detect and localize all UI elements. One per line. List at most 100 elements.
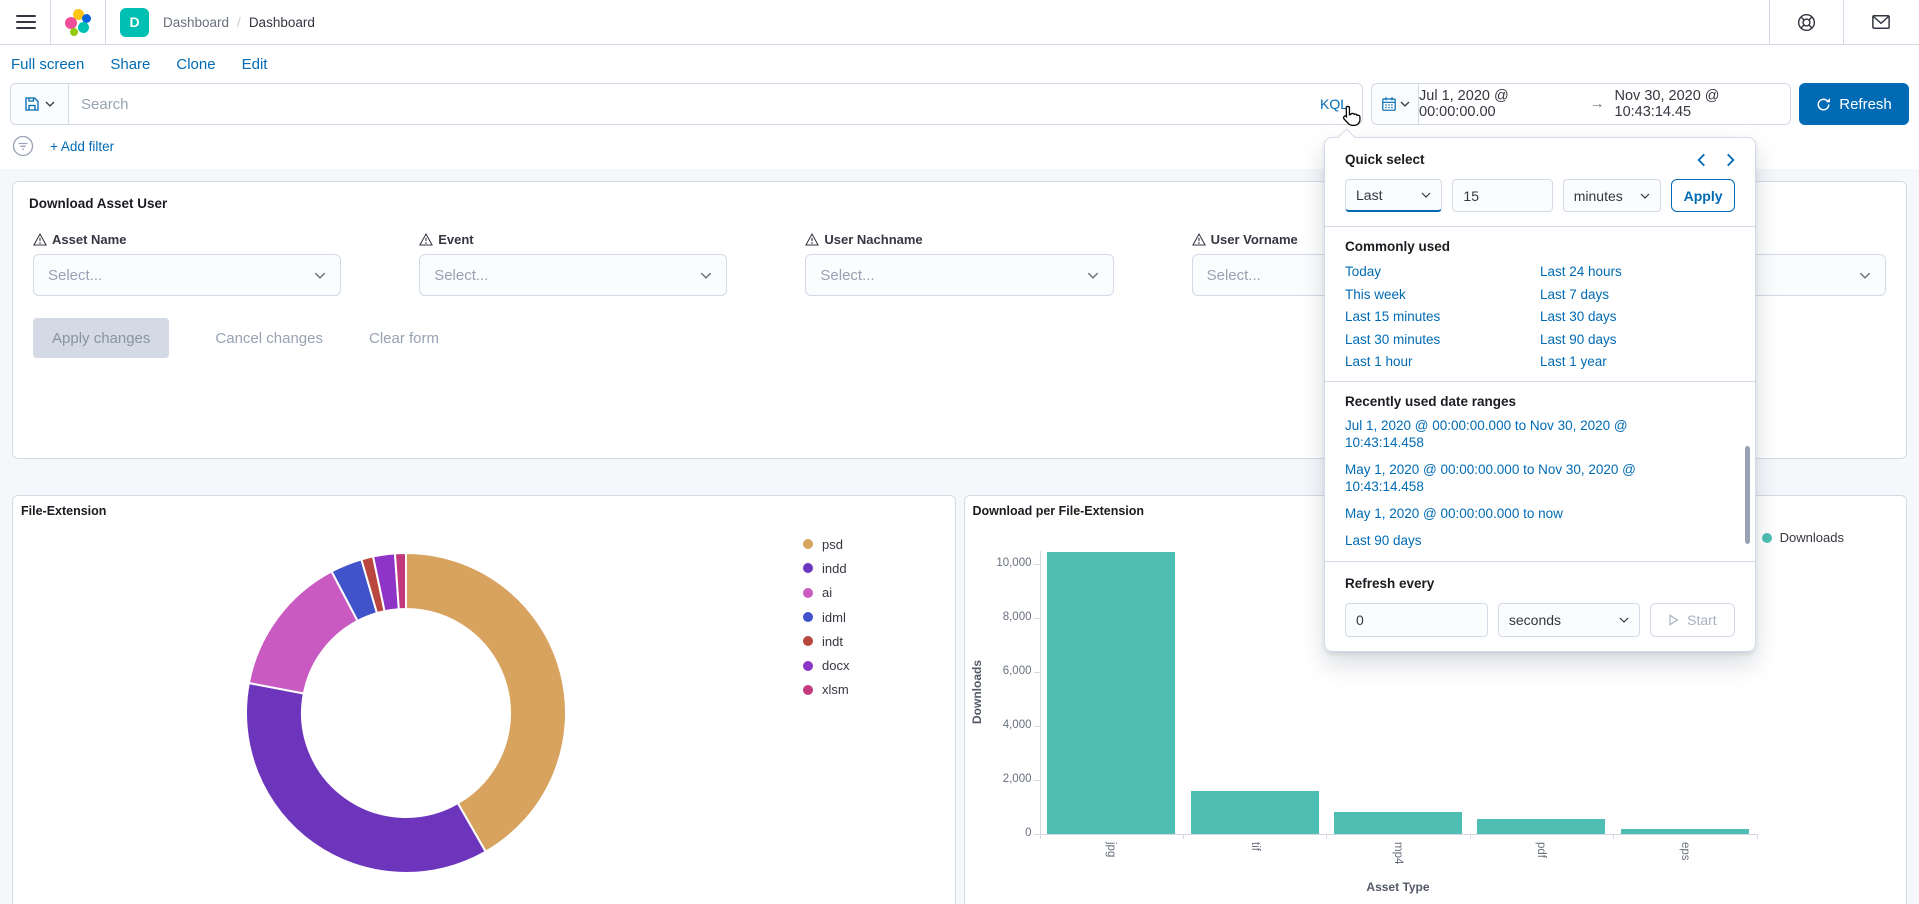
warning-triangle-icon: [33, 233, 47, 246]
apply-changes-button[interactable]: Apply changes: [33, 318, 169, 358]
legend-item[interactable]: indd: [803, 556, 849, 580]
date-range-display: Jul 1, 2020 @ 00:00:00.00 → Nov 30, 2020…: [1419, 83, 1791, 125]
y-tick-label: 0: [974, 827, 1032, 839]
asset-name-select[interactable]: Select...: [33, 254, 341, 296]
legend-item[interactable]: idml: [803, 605, 849, 629]
y-axis-line: [1040, 551, 1041, 835]
elastic-logo[interactable]: [65, 9, 91, 35]
quick-select-popover: Quick select Last minutes Apply Commonly…: [1324, 137, 1756, 652]
field-label: Asset Name: [52, 232, 126, 247]
x-tick-label: eps: [1679, 842, 1691, 861]
full-screen-link[interactable]: Full screen: [11, 56, 84, 73]
warning-triangle-icon: [1192, 233, 1206, 246]
mail-icon[interactable]: [1858, 0, 1903, 44]
commonly-used-link[interactable]: Last 1 year: [1540, 354, 1735, 369]
date-picker: Jul 1, 2020 @ 00:00:00.00 → Nov 30, 2020…: [1371, 83, 1791, 125]
recent-range-link[interactable]: May 1, 2020 @ 00:00:00.000 to Nov 30, 20…: [1345, 461, 1707, 495]
commonly-used-link[interactable]: This week: [1345, 287, 1540, 302]
unit-select[interactable]: minutes: [1563, 179, 1661, 212]
add-filter-button[interactable]: + Add filter: [50, 139, 114, 154]
recent-range-link[interactable]: Jul 1, 2020 @ 00:00:00.000 to Nov 30, 20…: [1345, 417, 1707, 451]
quick-select-menu-button[interactable]: [1371, 83, 1419, 125]
kql-language-button[interactable]: KQL: [1306, 96, 1362, 112]
chevron-down-icon: [1087, 272, 1099, 279]
chevron-left-icon[interactable]: [1697, 153, 1706, 167]
bar-tif[interactable]: [1191, 791, 1319, 834]
breadcrumb: Dashboard / Dashboard: [163, 15, 315, 30]
space-avatar[interactable]: D: [120, 8, 149, 37]
refresh-button[interactable]: Refresh: [1799, 83, 1909, 125]
chevron-right-icon[interactable]: [1726, 153, 1735, 167]
bar-eps[interactable]: [1621, 829, 1749, 834]
donut-slice-indd[interactable]: [246, 683, 486, 873]
commonly-used-link[interactable]: Last 90 days: [1540, 332, 1735, 347]
legend-item[interactable]: psd: [803, 532, 849, 556]
amount-input[interactable]: [1463, 188, 1541, 204]
refresh-interval-input-wrap: [1345, 603, 1488, 637]
commonly-used-link[interactable]: Last 15 minutes: [1345, 309, 1540, 324]
date-range-end[interactable]: Nov 30, 2020 @ 10:43:14.45: [1615, 88, 1790, 120]
commonly-used-link[interactable]: Today: [1345, 264, 1540, 279]
event-select[interactable]: Select...: [419, 254, 727, 296]
chevron-down-icon: [314, 272, 326, 279]
chevron-down-icon: [45, 101, 55, 107]
start-button[interactable]: Start: [1650, 603, 1735, 637]
bar-mp4[interactable]: [1334, 812, 1462, 834]
y-tick-label: 10,000: [974, 557, 1032, 569]
x-tick-label: mp4: [1392, 842, 1404, 864]
filter-icon[interactable]: [12, 135, 34, 157]
chevron-down-icon: [1619, 617, 1629, 623]
legend-item[interactable]: docx: [803, 653, 849, 677]
saved-query-menu-button[interactable]: [10, 83, 69, 125]
help-icon[interactable]: [1784, 0, 1829, 44]
commonly-used-link[interactable]: Last 24 hours: [1540, 264, 1735, 279]
divider: [1843, 0, 1844, 44]
recent-range-link[interactable]: Last 90 days: [1345, 532, 1707, 549]
cancel-changes-button[interactable]: Cancel changes: [215, 330, 323, 347]
legend-swatch: [803, 636, 813, 646]
share-link[interactable]: Share: [110, 56, 150, 73]
commonly-used-link[interactable]: Last 30 days: [1540, 309, 1735, 324]
bar-jpg[interactable]: [1047, 552, 1175, 834]
refresh-unit-select[interactable]: seconds: [1498, 603, 1640, 637]
tense-select[interactable]: Last: [1345, 179, 1442, 212]
clear-form-button[interactable]: Clear form: [369, 330, 439, 347]
x-tick-mark: [1470, 834, 1471, 839]
amount-input-wrap: [1452, 179, 1552, 212]
refresh-interval-input[interactable]: [1356, 612, 1477, 628]
chevron-down-icon: [1640, 193, 1650, 199]
y-axis-title: Downloads: [970, 660, 984, 724]
divider: [1769, 0, 1770, 44]
divider: [50, 0, 51, 44]
donut-slice-psd[interactable]: [406, 553, 566, 852]
refresh-every-section: Refresh every seconds Start: [1325, 562, 1755, 651]
legend-item[interactable]: xlsm: [803, 678, 849, 702]
y-tick-mark: [1034, 564, 1040, 565]
date-range-start[interactable]: Jul 1, 2020 @ 00:00:00.00: [1419, 88, 1580, 120]
refresh-every-title: Refresh every: [1345, 576, 1735, 591]
x-tick-label: pdf: [1535, 842, 1547, 858]
apply-button[interactable]: Apply: [1671, 179, 1735, 212]
bar-pdf[interactable]: [1477, 819, 1605, 834]
legend-item[interactable]: indt: [803, 629, 849, 653]
scrollbar-thumb[interactable]: [1745, 446, 1750, 544]
menu-icon[interactable]: [16, 15, 36, 29]
dashboard-toolbar: Full screen Share Clone Edit: [0, 45, 1919, 82]
search-box: KQL: [69, 83, 1363, 125]
quick-select-title: Quick select: [1345, 152, 1425, 167]
chevron-down-icon: [1400, 101, 1410, 107]
y-tick-label: 8,000: [974, 611, 1032, 623]
clone-link[interactable]: Clone: [176, 56, 215, 73]
user-nachname-select[interactable]: Select...: [805, 254, 1113, 296]
breadcrumb-parent[interactable]: Dashboard: [163, 15, 229, 30]
legend-item[interactable]: ai: [803, 581, 849, 605]
commonly-used-link[interactable]: Last 1 hour: [1345, 354, 1540, 369]
edit-link[interactable]: Edit: [242, 56, 268, 73]
commonly-used-link[interactable]: Last 7 days: [1540, 287, 1735, 302]
divider: [105, 0, 106, 44]
x-axis-line: [1040, 834, 1757, 835]
commonly-used-section: Commonly used Today Last 24 hours This w…: [1325, 227, 1755, 381]
commonly-used-link[interactable]: Last 30 minutes: [1345, 332, 1540, 347]
recent-range-link[interactable]: May 1, 2020 @ 00:00:00.000 to now: [1345, 505, 1707, 522]
search-input[interactable]: [69, 96, 1306, 113]
